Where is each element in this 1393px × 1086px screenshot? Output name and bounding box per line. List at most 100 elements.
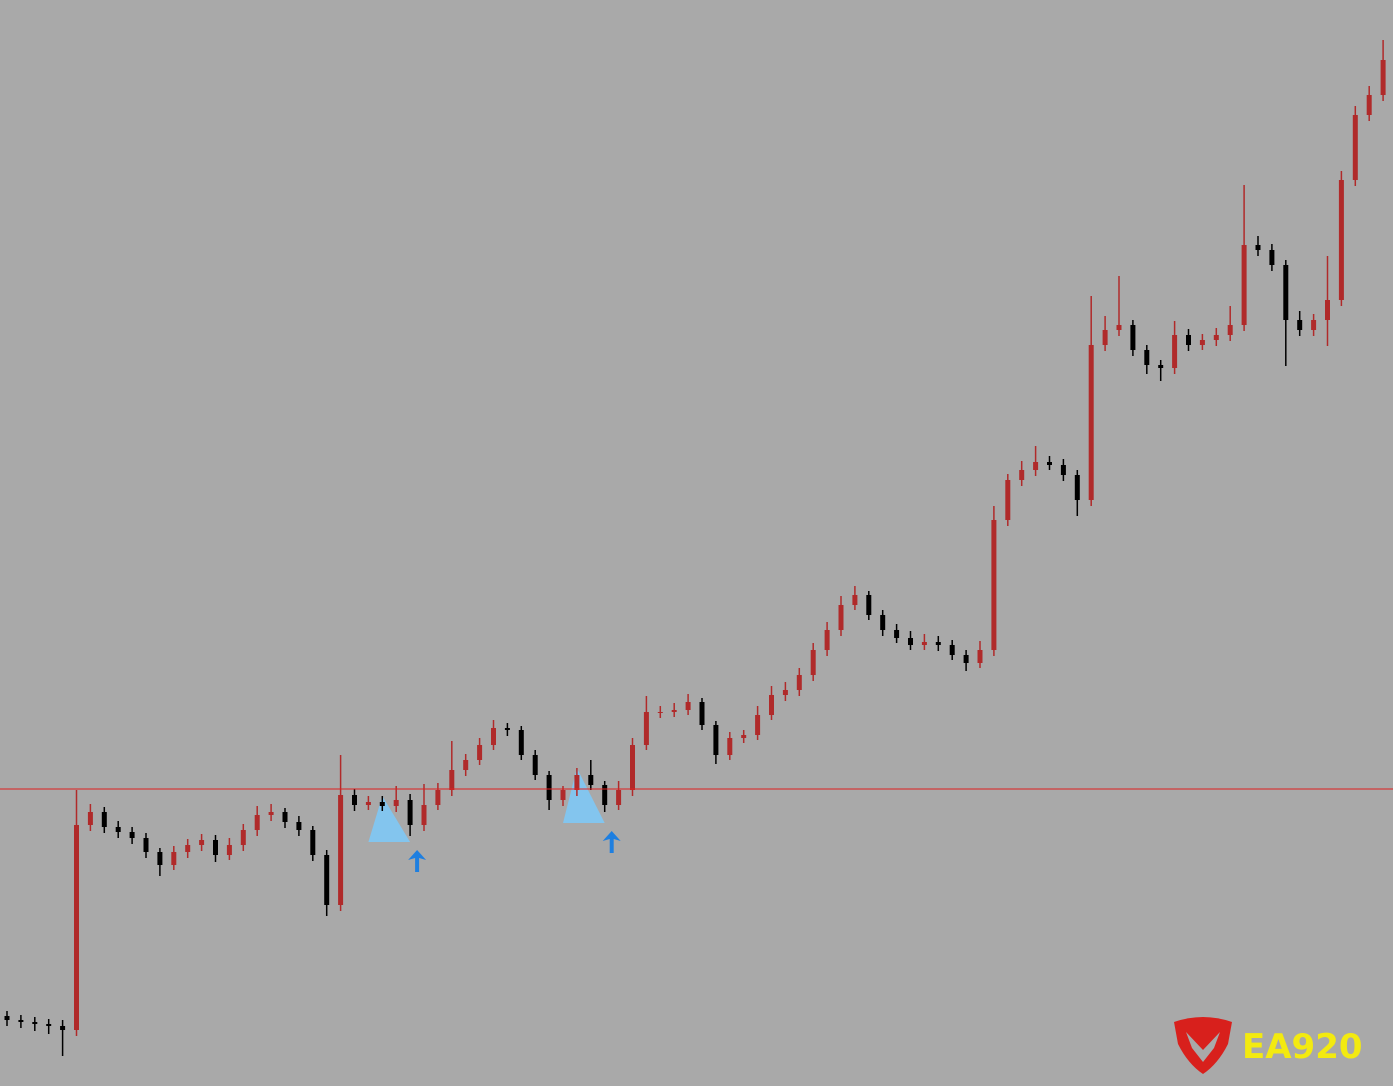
- candle-body: [643, 712, 649, 745]
- logo-text: EA920: [1242, 1027, 1363, 1067]
- candle-body: [296, 822, 302, 830]
- candle-body: [18, 1020, 24, 1022]
- candle-body: [991, 520, 997, 650]
- candle-body: [1130, 325, 1136, 350]
- candle-body: [755, 715, 761, 735]
- candle-body: [866, 595, 872, 615]
- candle-body: [824, 630, 830, 650]
- candle-body: [449, 770, 455, 790]
- candle-body: [213, 840, 218, 855]
- candle-body: [491, 728, 496, 745]
- candle-body: [338, 795, 344, 905]
- candle-body: [852, 595, 858, 605]
- logo: EA920: [1174, 1017, 1363, 1074]
- candle-body: [199, 840, 205, 845]
- candle-body: [1241, 245, 1247, 325]
- candle-body: [4, 1016, 10, 1020]
- candle-body: [352, 795, 357, 805]
- candle-body: [1283, 265, 1289, 320]
- candle-body: [1047, 462, 1052, 465]
- candle-body: [630, 745, 635, 790]
- candle-body: [782, 690, 788, 695]
- candle-body: [921, 642, 927, 645]
- candle-body: [963, 655, 969, 663]
- candle-body: [685, 702, 691, 710]
- candle-body: [935, 642, 941, 645]
- candle-body: [796, 675, 802, 690]
- candle-body: [518, 730, 524, 755]
- candle-body: [268, 812, 274, 815]
- candle-body: [463, 760, 469, 770]
- candle-body: [171, 852, 177, 865]
- candle-body: [1060, 465, 1066, 475]
- candle-body: [379, 802, 385, 806]
- candle-body: [532, 755, 538, 775]
- candle-body: [1366, 95, 1372, 115]
- candle-body: [880, 615, 886, 630]
- candle-body: [894, 630, 900, 638]
- candle-body: [226, 845, 232, 855]
- candle-body: [1325, 300, 1330, 320]
- candle-body: [421, 805, 427, 825]
- candle-body: [713, 725, 719, 755]
- candle-body: [838, 605, 844, 630]
- candle-body: [727, 738, 733, 755]
- buy-arrow: [408, 850, 427, 872]
- candle-body: [435, 790, 441, 805]
- signal-zone: [368, 796, 411, 842]
- candle-body: [46, 1024, 52, 1026]
- candle-body: [407, 800, 413, 825]
- candle-body: [254, 815, 260, 830]
- candle-body: [1199, 340, 1205, 345]
- candle-body: [699, 702, 705, 725]
- candle-body: [1102, 330, 1108, 345]
- candle-body: [101, 812, 107, 827]
- candle-body: [810, 650, 816, 675]
- candle-body: [1269, 250, 1275, 265]
- candle-body: [129, 832, 135, 838]
- candle-body: [949, 645, 955, 655]
- candle-body: [365, 802, 371, 805]
- candle-body: [324, 855, 330, 905]
- candle-body: [1311, 320, 1317, 330]
- candle-body: [588, 775, 594, 785]
- candle-body: [504, 728, 510, 730]
- candle-body: [1172, 335, 1178, 368]
- candle-body: [60, 1026, 66, 1030]
- candle-body: [908, 638, 913, 645]
- candle-body: [1005, 480, 1011, 520]
- candle-body: [1019, 470, 1025, 480]
- candle-body: [671, 710, 677, 712]
- candle-body: [1352, 115, 1358, 180]
- candle-body: [115, 827, 121, 832]
- candle-body: [1380, 60, 1386, 95]
- candle-body: [574, 775, 580, 790]
- candle-body: [1227, 325, 1233, 335]
- candle-body: [282, 812, 288, 822]
- candle-body: [157, 852, 163, 865]
- candle-body: [769, 695, 774, 715]
- candle-body: [1213, 335, 1219, 340]
- candle-body: [977, 650, 983, 663]
- candle-body: [87, 812, 93, 825]
- candle-body: [1186, 335, 1191, 345]
- candle-body: [560, 790, 566, 800]
- candle-body: [616, 790, 622, 805]
- candle-body: [1297, 320, 1303, 330]
- candle-body: [240, 830, 246, 845]
- candle-body: [741, 735, 747, 738]
- candle-body: [32, 1022, 38, 1024]
- candle-body: [477, 745, 483, 760]
- candle-body: [74, 825, 79, 1030]
- candle-body: [1033, 462, 1039, 470]
- candle-body: [602, 785, 608, 805]
- candle-body: [185, 845, 191, 852]
- candle-body: [310, 830, 316, 855]
- candle-body: [1158, 365, 1164, 368]
- logo-bull: [1186, 1032, 1220, 1062]
- candle-body: [546, 775, 552, 800]
- candle-body: [1255, 245, 1261, 250]
